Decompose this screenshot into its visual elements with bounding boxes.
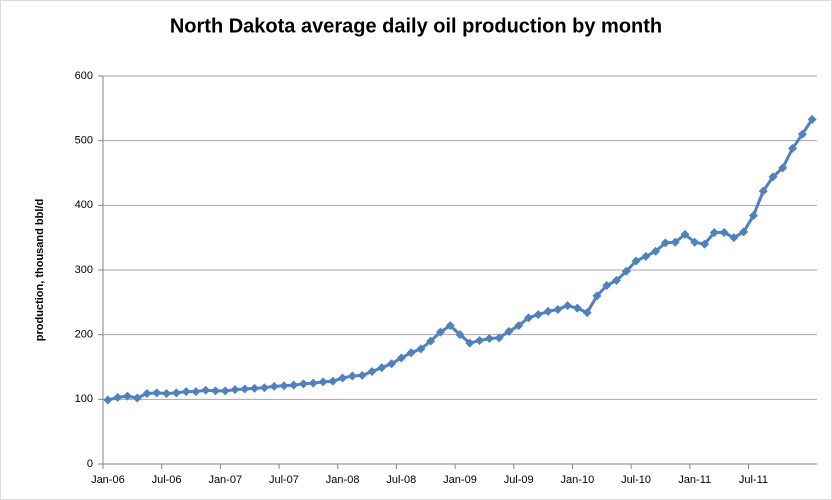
data-point xyxy=(406,348,416,358)
data-point xyxy=(494,333,504,343)
data-point xyxy=(318,377,328,387)
x-tick-label: Jan-10 xyxy=(561,474,595,486)
data-point xyxy=(563,301,573,311)
data-point xyxy=(377,363,387,373)
data-point xyxy=(103,395,113,405)
data-point xyxy=(660,238,670,248)
data-point xyxy=(709,227,719,237)
data-point xyxy=(210,386,220,396)
x-tick-label: Jul-09 xyxy=(504,474,534,486)
data-point xyxy=(504,326,514,336)
data-point xyxy=(181,387,191,397)
data-point xyxy=(416,344,426,354)
data-point xyxy=(611,275,621,285)
x-tick-label: Jul-08 xyxy=(386,474,416,486)
data-point xyxy=(484,334,494,344)
data-point xyxy=(553,304,563,314)
data-point xyxy=(220,386,230,396)
x-tick-label: Jul-07 xyxy=(269,474,299,486)
data-point xyxy=(426,336,436,346)
data-point xyxy=(748,211,758,221)
data-point xyxy=(142,389,152,399)
x-tick-label: Jan-11 xyxy=(678,474,711,486)
data-point xyxy=(797,129,807,139)
data-point xyxy=(807,114,817,124)
data-point xyxy=(592,291,602,301)
data-point xyxy=(729,233,739,243)
x-tick-label: Jan-09 xyxy=(443,474,477,486)
y-tick-label: 400 xyxy=(75,199,93,211)
data-point xyxy=(445,321,455,331)
data-point xyxy=(465,338,475,348)
data-point xyxy=(641,251,651,261)
data-point xyxy=(768,172,778,182)
data-point xyxy=(357,370,367,380)
data-point xyxy=(523,313,533,323)
data-point xyxy=(778,163,788,173)
data-point xyxy=(299,379,309,389)
data-point xyxy=(700,239,710,249)
y-tick-label: 500 xyxy=(75,135,93,147)
data-point xyxy=(582,308,592,318)
data-point xyxy=(259,383,269,393)
y-tick-label: 300 xyxy=(75,264,93,276)
data-point xyxy=(338,373,348,383)
data-point xyxy=(739,227,749,237)
data-point xyxy=(651,246,661,256)
data-point xyxy=(514,321,524,331)
data-point xyxy=(455,330,465,340)
data-point xyxy=(347,371,357,381)
x-tick-label: Jul-11 xyxy=(739,474,768,486)
data-point xyxy=(680,229,690,239)
data-point xyxy=(631,256,641,266)
data-point xyxy=(602,281,612,291)
data-point xyxy=(396,353,406,363)
data-point xyxy=(788,143,798,153)
data-point xyxy=(758,186,768,196)
data-point xyxy=(475,335,485,345)
data-point xyxy=(230,385,240,395)
y-tick-label: 600 xyxy=(75,70,93,82)
data-point xyxy=(269,381,279,391)
x-tick-label: Jan-06 xyxy=(91,474,125,486)
data-point xyxy=(435,327,445,337)
data-point xyxy=(533,310,543,320)
data-point xyxy=(719,227,729,237)
data-point xyxy=(132,393,142,403)
data-point xyxy=(279,381,289,391)
data-point xyxy=(201,385,211,395)
chart-title: North Dakota average daily oil productio… xyxy=(170,15,662,37)
data-point xyxy=(113,392,123,402)
y-tick-label: 100 xyxy=(75,393,93,405)
y-tick-label: 200 xyxy=(75,329,93,341)
y-axis-label: production, thousand bbl/d xyxy=(34,199,46,341)
data-point xyxy=(543,306,553,316)
data-point xyxy=(367,367,377,377)
y-tick-label: 0 xyxy=(87,458,93,470)
x-tick-label: Jan-08 xyxy=(326,474,360,486)
data-point xyxy=(162,389,172,399)
data-point xyxy=(171,388,181,398)
x-tick-label: Jan-07 xyxy=(208,474,242,486)
data-point xyxy=(572,303,582,313)
data-point xyxy=(670,237,680,247)
data-point xyxy=(152,388,162,398)
data-point xyxy=(308,378,318,388)
data-point xyxy=(122,391,132,401)
data-point xyxy=(191,387,201,397)
data-point xyxy=(289,380,299,390)
data-point xyxy=(240,384,250,394)
data-point xyxy=(387,359,397,369)
x-tick-label: Jul-06 xyxy=(152,474,182,486)
data-point xyxy=(621,266,631,276)
x-tick-label: Jul-10 xyxy=(621,474,651,486)
data-point xyxy=(328,376,338,386)
data-point xyxy=(690,237,700,247)
data-point xyxy=(250,383,260,393)
